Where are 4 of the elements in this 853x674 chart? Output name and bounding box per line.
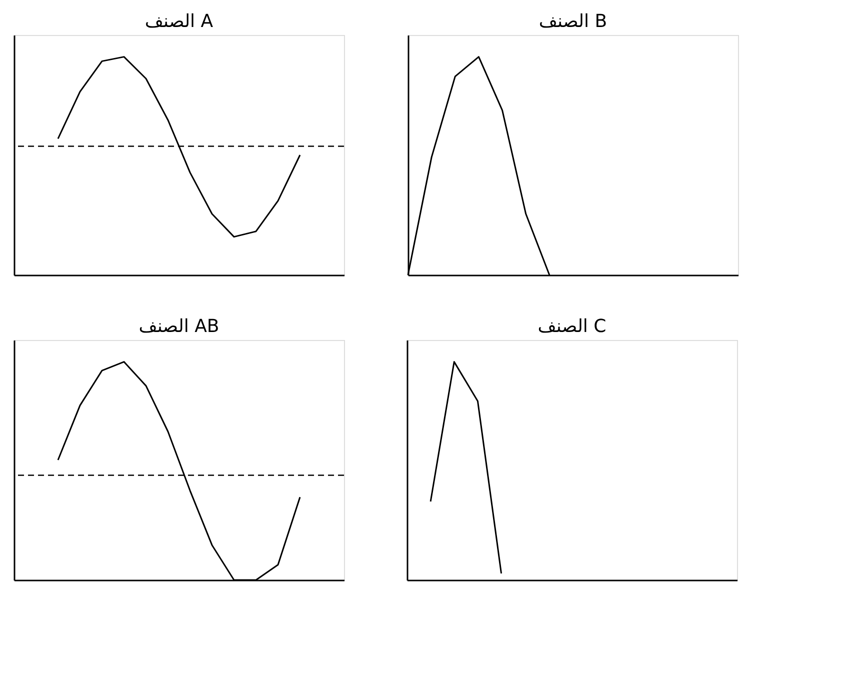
chart-title: الصنف A	[144, 11, 214, 32]
chart-title: الصنف C	[538, 316, 606, 337]
chart-title: الصنف B	[538, 11, 608, 32]
chart-title: الصنف AB	[138, 316, 220, 337]
